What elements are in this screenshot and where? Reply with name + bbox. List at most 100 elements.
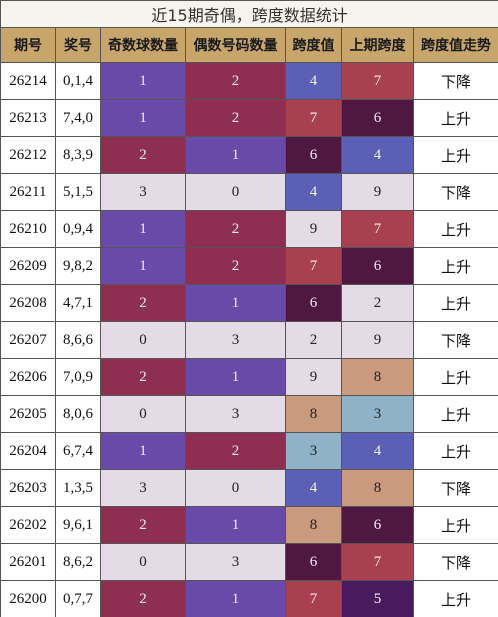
table-cell: 4: [341, 136, 414, 174]
table-cell: 1: [100, 432, 186, 470]
table-cell: 5: [341, 580, 414, 617]
table-row: 26206 7,0,9 2 1 9 8 上升: [0, 358, 498, 396]
table-cell: 26204: [0, 432, 56, 470]
table-cell: 2: [185, 99, 286, 137]
table-cell: 6: [285, 136, 342, 174]
table-row: 26203 1,3,5 3 0 4 8 下降: [0, 469, 498, 507]
table-cell: 2: [185, 210, 286, 248]
header-cell: 跨度值走势: [412, 27, 498, 63]
table-cell: 1: [185, 580, 286, 617]
table-cell: 2: [341, 284, 414, 322]
table-cell: 1: [100, 210, 186, 248]
table-cell: 8: [285, 395, 342, 433]
table-cell: 8,3,9: [55, 136, 101, 174]
table-cell: 7: [341, 543, 414, 581]
table-cell: 1: [100, 99, 186, 137]
table-cell: 3: [185, 395, 286, 433]
table-row: 26204 6,7,4 1 2 3 4 上升: [0, 432, 498, 470]
table-cell: 8: [341, 358, 414, 396]
table-row: 26214 0,1,4 1 2 4 7 下降: [0, 62, 498, 100]
table-cell: 上升: [412, 247, 498, 285]
table-cell: 0,1,4: [55, 62, 101, 100]
table-row: 26205 8,0,6 0 3 8 3 上升: [0, 395, 498, 433]
table-row: 26210 0,9,4 1 2 9 7 上升: [0, 210, 498, 248]
table-cell: 2: [100, 358, 186, 396]
table-cell: 26214: [0, 62, 56, 100]
table-cell: 1: [185, 358, 286, 396]
table-cell: 7: [285, 580, 342, 617]
table-cell: 1,3,5: [55, 469, 101, 507]
table-cell: 4: [285, 173, 342, 211]
table-cell: 9: [341, 321, 414, 359]
table-cell: 3: [100, 173, 186, 211]
table-cell: 上升: [412, 99, 498, 137]
table-cell: 3: [185, 543, 286, 581]
header-row: 期号 奖号 奇数球数量 偶数号码数量 跨度值 上期跨度 跨度值走势: [0, 27, 498, 63]
table-cell: 7,4,0: [55, 99, 101, 137]
table-row: 26211 5,1,5 3 0 4 9 下降: [0, 173, 498, 211]
table-cell: 6: [285, 543, 342, 581]
header-cell: 跨度值: [285, 27, 342, 63]
table-cell: 9: [285, 358, 342, 396]
table-cell: 0,9,4: [55, 210, 101, 248]
table-cell: 7,0,9: [55, 358, 101, 396]
table-cell: 9: [341, 173, 414, 211]
table-cell: 3: [185, 321, 286, 359]
table-row: 26209 9,8,2 1 2 7 6 上升: [0, 247, 498, 285]
table-cell: 上升: [412, 395, 498, 433]
table-cell: 3: [100, 469, 186, 507]
table-cell: 2: [285, 321, 342, 359]
table-cell: 2: [185, 247, 286, 285]
table-row: 26207 8,6,6 0 3 2 9 下降: [0, 321, 498, 359]
table-cell: 0: [185, 469, 286, 507]
table-cell: 下降: [412, 173, 498, 211]
table-cell: 7: [341, 210, 414, 248]
header-cell: 奖号: [55, 27, 101, 63]
table-cell: 26211: [0, 173, 56, 211]
table-cell: 上升: [412, 432, 498, 470]
table-cell: 4: [285, 469, 342, 507]
table-cell: 0,7,7: [55, 580, 101, 617]
table-cell: 3: [341, 395, 414, 433]
table-cell: 2: [100, 506, 186, 544]
table-row: 26212 8,3,9 2 1 6 4 上升: [0, 136, 498, 174]
table-cell: 26209: [0, 247, 56, 285]
header-cell: 偶数号码数量: [185, 27, 286, 63]
table-cell: 下降: [412, 469, 498, 507]
table-cell: 8,6,2: [55, 543, 101, 581]
table-cell: 8: [341, 469, 414, 507]
table-cell: 3: [285, 432, 342, 470]
table-cell: 4: [285, 62, 342, 100]
table-cell: 1: [100, 62, 186, 100]
table-cell: 9: [285, 210, 342, 248]
table-row: 26202 9,6,1 2 1 8 6 上升: [0, 506, 498, 544]
table-cell: 26210: [0, 210, 56, 248]
table-cell: 1: [100, 247, 186, 285]
table-cell: 上升: [412, 284, 498, 322]
table-cell: 5,1,5: [55, 173, 101, 211]
table-row: 26213 7,4,0 1 2 7 6 上升: [0, 99, 498, 137]
table-cell: 26208: [0, 284, 56, 322]
table-cell: 4: [341, 432, 414, 470]
table-cell: 26205: [0, 395, 56, 433]
table-cell: 0: [100, 395, 186, 433]
table-cell: 8,6,6: [55, 321, 101, 359]
table-cell: 8,0,6: [55, 395, 101, 433]
table-cell: 1: [185, 506, 286, 544]
table-cell: 上升: [412, 210, 498, 248]
table-cell: 2: [100, 580, 186, 617]
table-cell: 26206: [0, 358, 56, 396]
table-cell: 26202: [0, 506, 56, 544]
table-cell: 26201: [0, 543, 56, 581]
table-row: 26200 0,7,7 2 1 7 5 上升: [0, 580, 498, 617]
table-cell: 下降: [412, 62, 498, 100]
table-cell: 8: [285, 506, 342, 544]
table-cell: 上升: [412, 506, 498, 544]
header-cell: 奇数球数量: [100, 27, 186, 63]
table-cell: 2: [100, 136, 186, 174]
table-cell: 6: [341, 99, 414, 137]
table-cell: 0: [185, 173, 286, 211]
header-cell: 上期跨度: [341, 27, 414, 63]
table-cell: 6: [341, 506, 414, 544]
table-cell: 26212: [0, 136, 56, 174]
